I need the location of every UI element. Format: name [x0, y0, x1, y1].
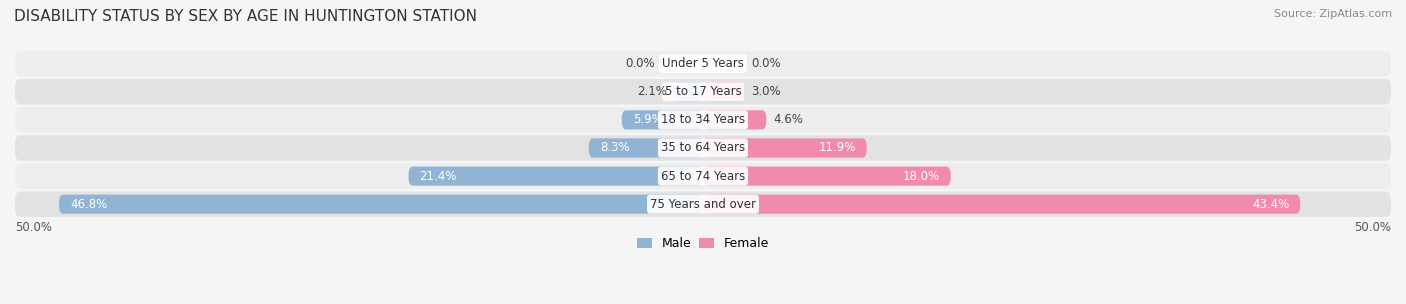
Legend: Male, Female: Male, Female — [631, 232, 775, 255]
FancyBboxPatch shape — [703, 167, 950, 186]
FancyBboxPatch shape — [673, 82, 703, 101]
FancyBboxPatch shape — [409, 167, 703, 186]
FancyBboxPatch shape — [589, 138, 703, 157]
Text: 11.9%: 11.9% — [818, 141, 856, 154]
FancyBboxPatch shape — [15, 51, 1391, 76]
Text: 4.6%: 4.6% — [773, 113, 803, 126]
Text: 5 to 17 Years: 5 to 17 Years — [665, 85, 741, 98]
Text: 18.0%: 18.0% — [903, 170, 939, 183]
Text: 50.0%: 50.0% — [1354, 221, 1391, 234]
Text: Under 5 Years: Under 5 Years — [662, 57, 744, 70]
Text: 75 Years and over: 75 Years and over — [650, 198, 756, 211]
FancyBboxPatch shape — [703, 138, 866, 157]
FancyBboxPatch shape — [15, 164, 1391, 189]
Text: 3.0%: 3.0% — [751, 85, 780, 98]
Text: 21.4%: 21.4% — [419, 170, 457, 183]
Text: 5.9%: 5.9% — [633, 113, 662, 126]
FancyBboxPatch shape — [15, 79, 1391, 105]
Text: Source: ZipAtlas.com: Source: ZipAtlas.com — [1274, 9, 1392, 19]
Text: 18 to 34 Years: 18 to 34 Years — [661, 113, 745, 126]
FancyBboxPatch shape — [15, 135, 1391, 161]
Text: 35 to 64 Years: 35 to 64 Years — [661, 141, 745, 154]
FancyBboxPatch shape — [703, 195, 1301, 214]
Text: 50.0%: 50.0% — [15, 221, 52, 234]
Text: 2.1%: 2.1% — [637, 85, 668, 98]
Text: 43.4%: 43.4% — [1251, 198, 1289, 211]
Text: 0.0%: 0.0% — [626, 57, 655, 70]
FancyBboxPatch shape — [59, 195, 703, 214]
Text: 8.3%: 8.3% — [600, 141, 630, 154]
FancyBboxPatch shape — [621, 110, 703, 130]
Text: 65 to 74 Years: 65 to 74 Years — [661, 170, 745, 183]
FancyBboxPatch shape — [15, 192, 1391, 217]
Text: 46.8%: 46.8% — [70, 198, 107, 211]
Text: DISABILITY STATUS BY SEX BY AGE IN HUNTINGTON STATION: DISABILITY STATUS BY SEX BY AGE IN HUNTI… — [14, 9, 477, 24]
FancyBboxPatch shape — [703, 82, 744, 101]
FancyBboxPatch shape — [15, 107, 1391, 133]
FancyBboxPatch shape — [703, 110, 766, 130]
Text: 0.0%: 0.0% — [751, 57, 780, 70]
